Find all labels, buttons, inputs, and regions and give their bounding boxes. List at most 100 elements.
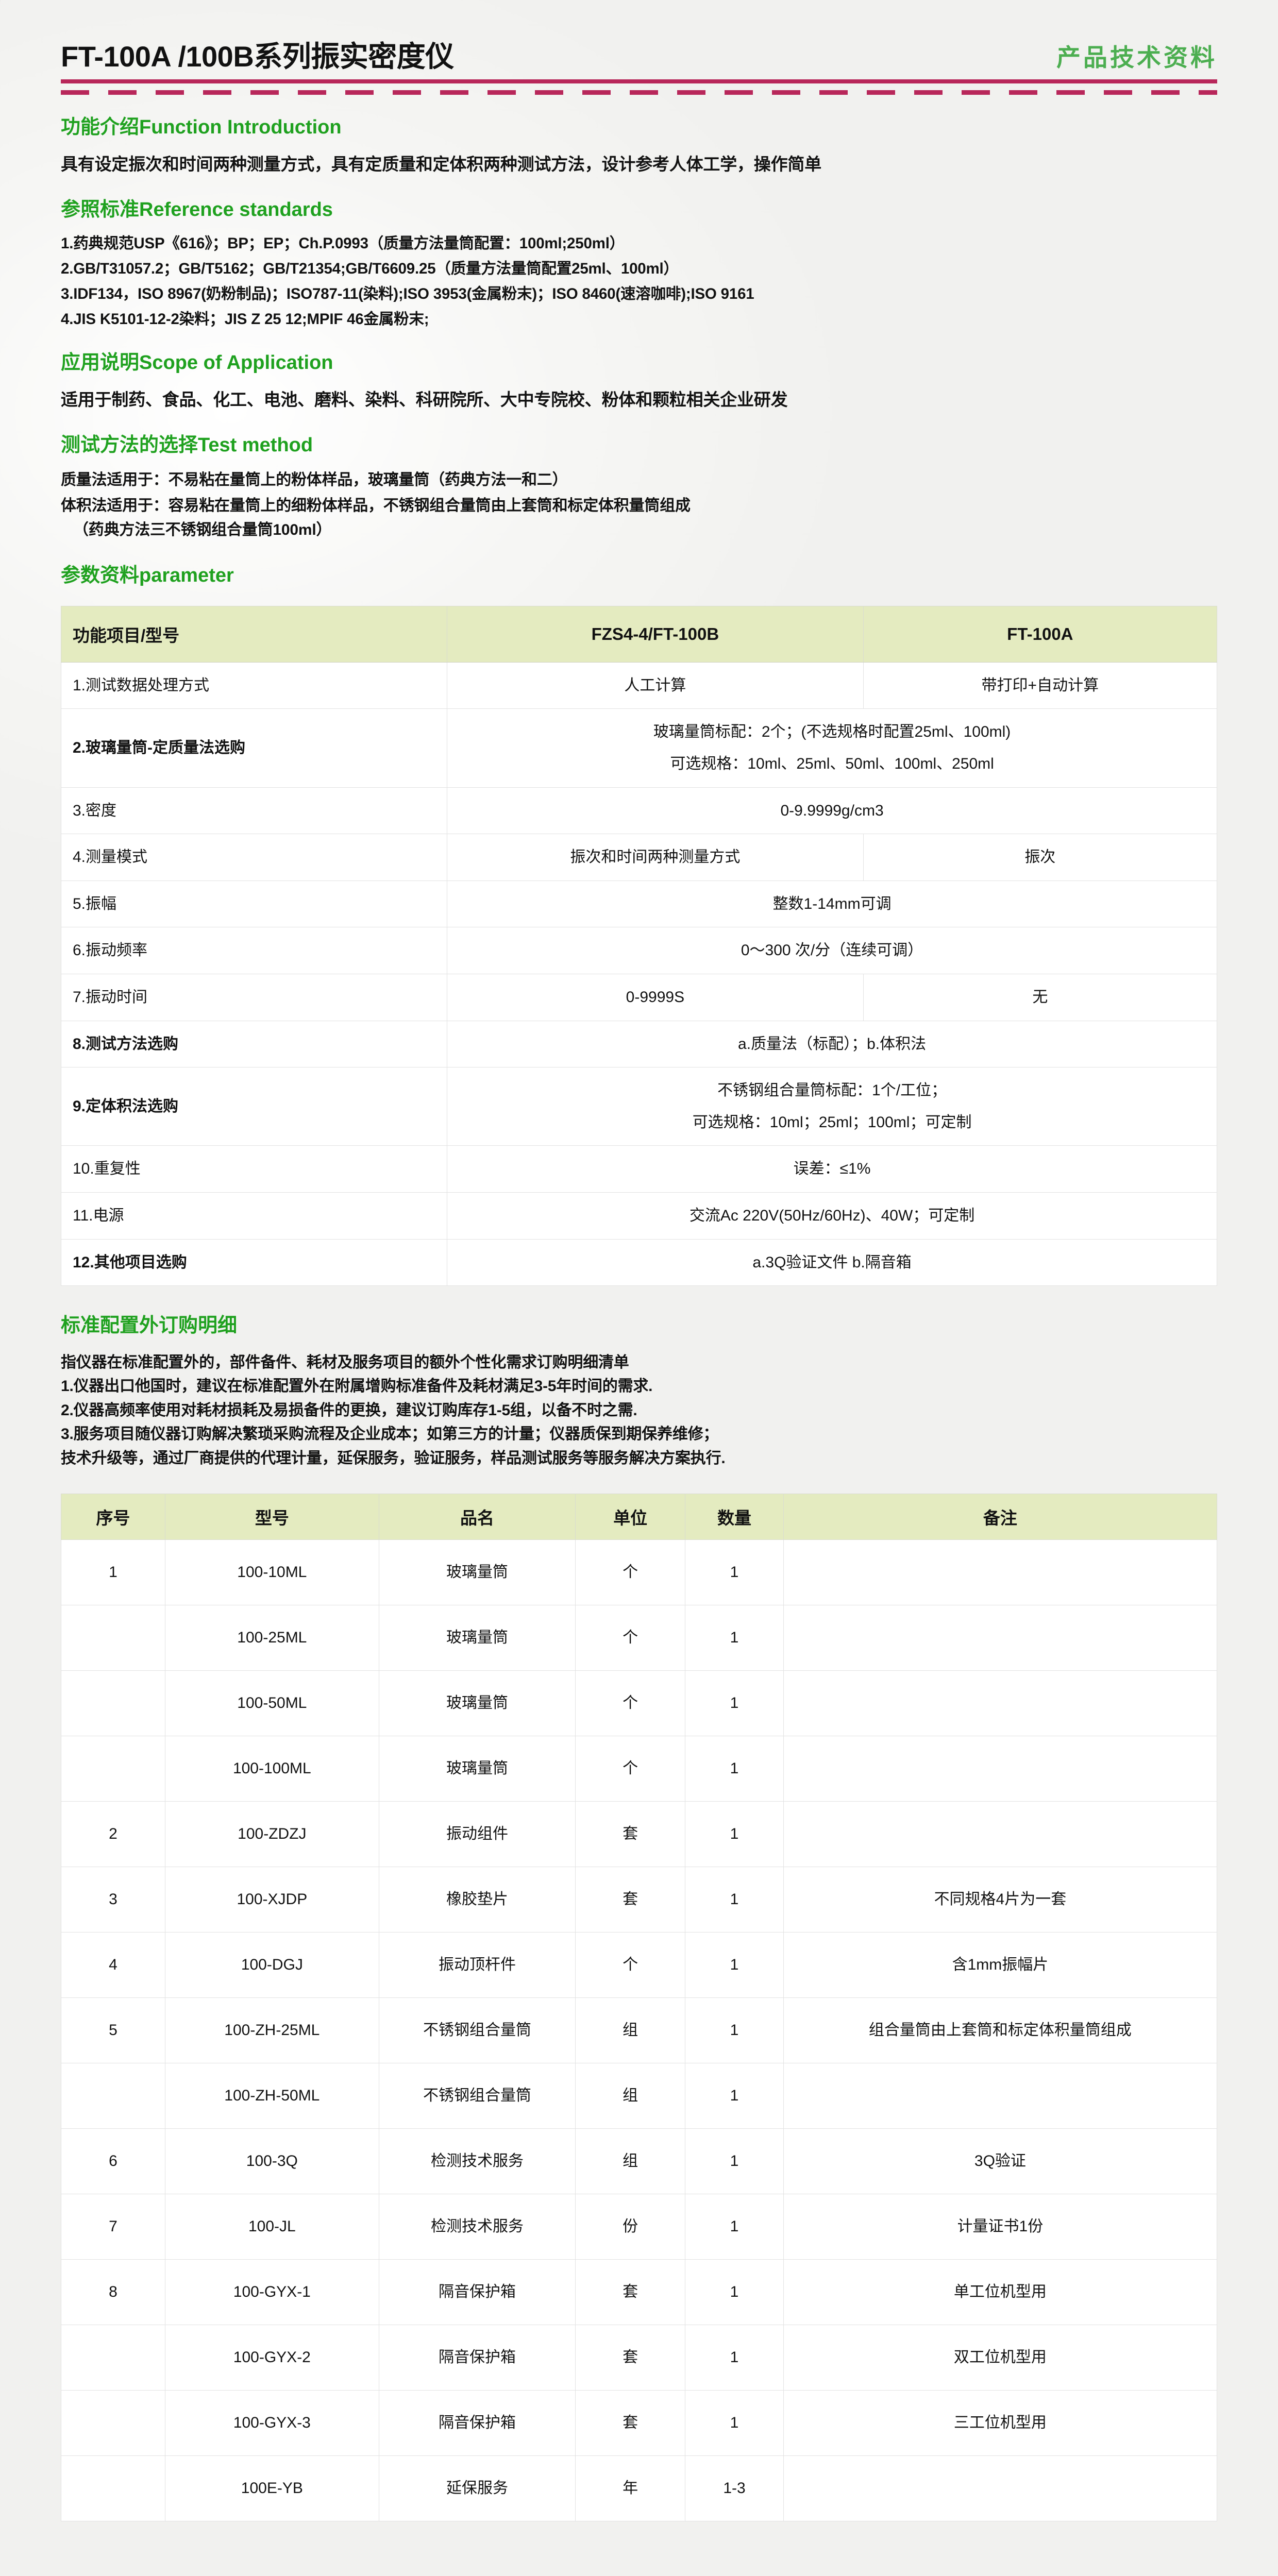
- order-cell-型号: 100E-YB: [164, 2455, 379, 2521]
- parameter-table-row: 8.测试方法选购 a.质量法（标配）；b.体积法: [60, 1020, 1217, 1068]
- table-row: 3 100-XJDP 橡胶垫片套 1 不同规格4片为一套: [61, 1866, 1218, 1933]
- order-cell-单位: 套: [575, 2324, 686, 2391]
- order-cell-单位: 组: [575, 1997, 686, 2063]
- parameter-value-shared: 玻璃量筒标配：2个；(不选规格时配置25ml、100ml) 可选规格：10ml、2…: [447, 708, 1217, 788]
- reference-line-1: 1.药典规范USP《616》；BP；EP；Ch.P.0993（质量方法量筒配置：…: [61, 235, 625, 252]
- table-row: 100-25ML 玻璃量筒个 1: [61, 1604, 1218, 1671]
- parameter-table-row: 5.振幅 整数1-14mm可调: [60, 880, 1217, 928]
- order-col-header-3: 单位: [575, 1493, 686, 1540]
- reference-line-3: 3.IDF134，ISO 8967(奶粉制品)；ISO787-11(染料);IS…: [61, 285, 754, 303]
- table-row: 100-GYX-3 隔音保护箱套 1 三工位机型用: [61, 2389, 1218, 2456]
- param-col-header-a: FT-100A: [863, 605, 1218, 663]
- reference-line-2: 2.GB/T31057.2；GB/T5162；GB/T21354;GB/T660…: [61, 260, 679, 278]
- order-cell-数量: 1: [685, 2324, 784, 2391]
- order-col-header-2: 品名: [378, 1493, 576, 1540]
- order-cell-备注: [783, 1604, 1218, 1671]
- order-cell-序号: [61, 1735, 165, 1802]
- order-cell-备注: [783, 1670, 1218, 1736]
- order-cell-型号: 100-ZH-25ML: [164, 1997, 379, 2063]
- section-heading-parameter: 参数资料parameter: [61, 565, 234, 587]
- order-cell-数量: 1: [685, 1670, 784, 1736]
- order-cell-序号: 4: [61, 1931, 165, 1998]
- order-cell-型号: 100-JL: [164, 2193, 379, 2260]
- parameter-value-shared: 交流Ac 220V(50Hz/60Hz)、40W；可定制: [447, 1192, 1217, 1240]
- order-cell-序号: 3: [61, 1866, 165, 1933]
- parameter-item-label: 6.振动频率: [60, 927, 448, 974]
- parameter-value-model-a: 无: [863, 974, 1218, 1021]
- order-cell-品名: 不锈钢组合量筒: [378, 2062, 576, 2129]
- parameter-item-label: 2.玻璃量筒-定质量法选购: [60, 708, 448, 788]
- parameter-table-row: 10.重复性 误差：≤1%: [60, 1145, 1217, 1193]
- ordering-line-3: 2.仪器高频率使用对耗材损耗及易损备件的更换，建议订购库存1-5组，以备不时之需…: [61, 1401, 637, 1419]
- parameter-item-label: 7.振动时间: [60, 974, 448, 1021]
- parameter-value-model-b: 0-9999S: [447, 974, 864, 1021]
- order-cell-备注: 组合量筒由上套筒和标定体积量筒组成: [783, 1997, 1218, 2063]
- order-cell-备注: 不同规格4片为一套: [783, 1866, 1218, 1933]
- parameter-value-shared: a.3Q验证文件 b.隔音箱: [447, 1239, 1217, 1286]
- parameter-table-row: 11.电源 交流Ac 220V(50Hz/60Hz)、40W；可定制: [60, 1192, 1217, 1240]
- order-cell-型号: 100-XJDP: [164, 1866, 379, 1933]
- ordering-line-1: 指仪器在标准配置外的，部件备件、耗材及服务项目的额外个性化需求订购明细清单: [61, 1353, 629, 1371]
- order-cell-备注: [783, 1539, 1218, 1605]
- order-col-header-0: 序号: [61, 1493, 165, 1540]
- order-cell-型号: 100-ZH-50ML: [164, 2062, 379, 2129]
- table-row: 4 100-DGJ 振动顶杆件个 1 含1mm振幅片: [61, 1931, 1218, 1998]
- order-cell-序号: [61, 2455, 165, 2521]
- table-row: 100-100ML 玻璃量筒个 1: [61, 1735, 1218, 1802]
- page-header: FT-100A /100B系列振实密度仪 产品技术资料: [61, 0, 1217, 71]
- parameter-item-label: 10.重复性: [60, 1145, 448, 1193]
- parameter-table-row: 12.其他项目选购 a.3Q验证文件 b.隔音箱: [60, 1239, 1217, 1286]
- order-cell-型号: 100-GYX-3: [164, 2389, 379, 2456]
- parameter-value-shared: 误差：≤1%: [447, 1145, 1217, 1193]
- order-cell-备注: 双工位机型用: [783, 2324, 1218, 2391]
- order-cell-品名: 隔音保护箱: [378, 2324, 576, 2391]
- order-cell-品名: 隔音保护箱: [378, 2389, 576, 2456]
- order-cell-单位: 个: [575, 1670, 686, 1736]
- parameter-table-row: 2.玻璃量筒-定质量法选购 玻璃量筒标配：2个；(不选规格时配置25ml、100m…: [60, 708, 1217, 788]
- parameter-item-label: 3.密度: [60, 787, 448, 835]
- order-cell-单位: 套: [575, 1866, 686, 1933]
- table-row: 6 100-3Q 检测技术服务组 1 3Q验证: [61, 2128, 1218, 2194]
- section-heading-testmethod: 测试方法的选择Test method: [61, 434, 313, 456]
- table-row: 8 100-GYX-1 隔音保护箱套 1 单工位机型用: [61, 2259, 1218, 2325]
- table-row: 1 100-10ML 玻璃量筒个 1: [61, 1539, 1218, 1605]
- testmethod-line-1: 质量法适用于：不易粘在量筒上的粉体样品，玻璃量筒（药典方法一和二）: [61, 471, 568, 488]
- parameter-item-label: 11.电源: [60, 1192, 448, 1240]
- parameter-item-label: 5.振幅: [60, 880, 448, 928]
- order-cell-品名: 不锈钢组合量筒: [378, 1997, 576, 2063]
- order-cell-序号: 5: [61, 1997, 165, 2063]
- parameter-value-model-a: 振次: [863, 834, 1218, 881]
- order-cell-数量: 1: [685, 2193, 784, 2260]
- order-cell-型号: 100-100ML: [164, 1735, 379, 1802]
- parameter-table-row: 3.密度 0-9.9999g/cm3: [60, 787, 1217, 835]
- parameter-item-label: 9.定体积法选购: [60, 1067, 448, 1146]
- order-cell-品名: 振动组件: [378, 1801, 576, 1867]
- order-cell-品名: 玻璃量筒: [378, 1604, 576, 1671]
- ordering-line-5: 技术升级等，通过厂商提供的代理计量，延保服务，验证服务，样品测试服务等服务解决方…: [61, 1450, 726, 1467]
- order-cell-备注: 3Q验证: [783, 2128, 1218, 2194]
- parameter-value-shared: 0-9.9999g/cm3: [447, 787, 1217, 835]
- order-cell-序号: 6: [61, 2128, 165, 2194]
- ordering-line-2: 1.仪器出口他国时，建议在标准配置外在附属增购标准备件及耗材满足3-5年时间的需…: [61, 1378, 653, 1395]
- order-cell-品名: 振动顶杆件: [378, 1931, 576, 1998]
- order-cell-备注: [783, 2062, 1218, 2129]
- order-cell-备注: [783, 2455, 1218, 2521]
- parameter-table-row: 9.定体积法选购 不锈钢组合量筒标配：1个/工位； 可选规格：10ml；25ml；1…: [60, 1067, 1217, 1146]
- table-row: 100E-YB 延保服务年 1-3: [61, 2455, 1218, 2521]
- order-cell-序号: [61, 2062, 165, 2129]
- order-cell-单位: 个: [575, 1539, 686, 1605]
- parameter-value-model-b: 振次和时间两种测量方式: [447, 834, 864, 881]
- order-cell-备注: [783, 1735, 1218, 1802]
- order-cell-单位: 组: [575, 2062, 686, 2129]
- parameter-value-shared: 整数1-14mm可调: [447, 880, 1217, 928]
- order-cell-序号: 2: [61, 1801, 165, 1867]
- section-heading-function: 功能介绍Function Introduction: [61, 116, 342, 138]
- section-heading-scope: 应用说明Scope of Application: [61, 352, 333, 374]
- order-cell-备注: 含1mm振幅片: [783, 1931, 1218, 1998]
- order-cell-单位: 套: [575, 1801, 686, 1867]
- order-cell-单位: 套: [575, 2259, 686, 2325]
- table-row: 5 100-ZH-25ML 不锈钢组合量筒组 1 组合量筒由上套筒和标定体积量筒组成: [61, 1997, 1218, 2063]
- order-cell-品名: 检测技术服务: [378, 2128, 576, 2194]
- order-cell-数量: 1: [685, 2128, 784, 2194]
- order-cell-备注: [783, 1801, 1218, 1867]
